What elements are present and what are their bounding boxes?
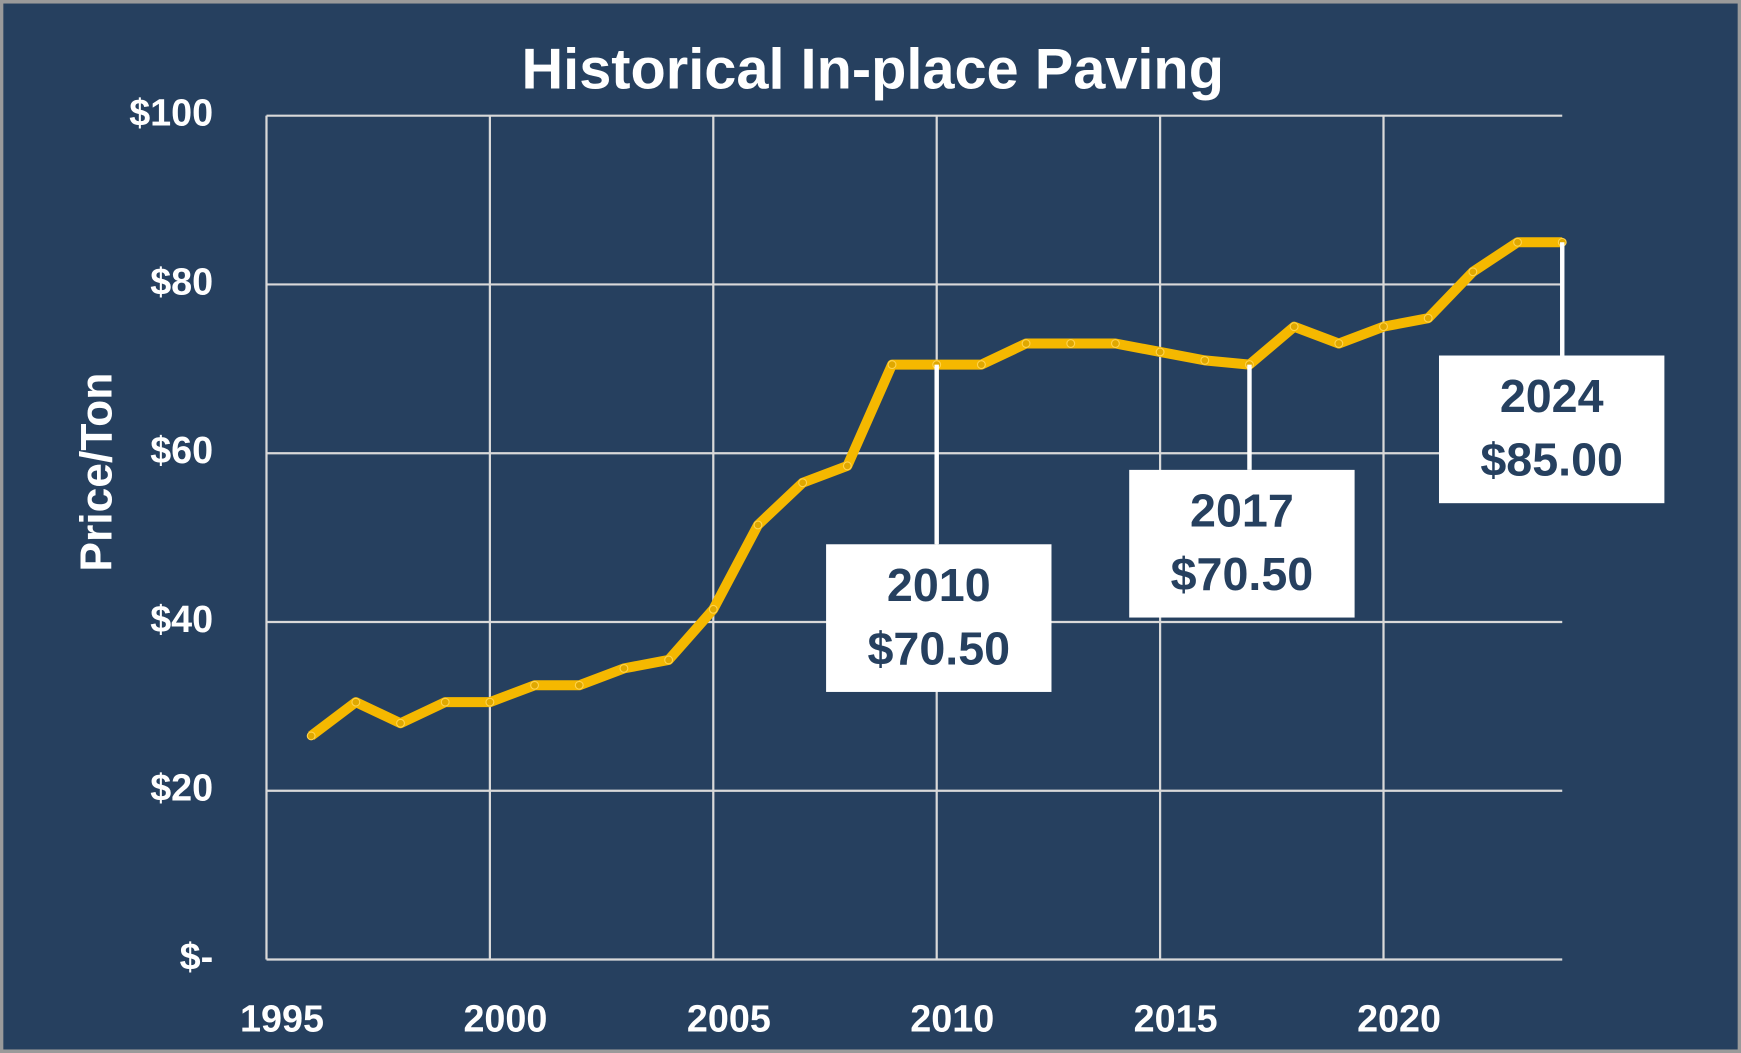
data-point bbox=[753, 520, 763, 530]
x-tick-label: 2020 bbox=[1357, 998, 1441, 1040]
y-axis-title: Price/Ton bbox=[73, 373, 122, 572]
data-point bbox=[619, 663, 629, 673]
data-point bbox=[976, 360, 986, 370]
y-tick-label: $60 bbox=[150, 429, 213, 471]
data-point bbox=[1021, 339, 1031, 348]
callout-box bbox=[1438, 355, 1665, 504]
y-tick-label: $40 bbox=[150, 598, 213, 640]
data-point bbox=[1066, 339, 1076, 348]
data-point bbox=[708, 604, 718, 614]
data-point bbox=[1289, 322, 1299, 332]
data-point bbox=[351, 697, 361, 707]
data-point bbox=[1200, 355, 1210, 365]
data-point bbox=[530, 680, 540, 690]
x-tick-label: 2015 bbox=[1134, 998, 1218, 1040]
data-point bbox=[664, 655, 674, 665]
data-point bbox=[1513, 237, 1522, 247]
data-point bbox=[887, 360, 897, 370]
callout-text: 2024 bbox=[1500, 370, 1604, 422]
x-tick-label: 2005 bbox=[687, 998, 771, 1040]
data-point bbox=[1334, 339, 1344, 348]
y-tick-label: $20 bbox=[150, 767, 213, 809]
data-point bbox=[440, 697, 450, 707]
callout-text: 2010 bbox=[887, 559, 991, 611]
y-tick-label: $100 bbox=[129, 92, 213, 134]
callout-text: $70.50 bbox=[867, 622, 1010, 674]
data-point bbox=[1155, 347, 1165, 357]
data-point bbox=[574, 680, 584, 690]
y-tick-label: $80 bbox=[150, 260, 213, 302]
callout-box bbox=[826, 544, 1052, 692]
data-point bbox=[485, 697, 495, 707]
data-point bbox=[798, 478, 808, 488]
data-point bbox=[396, 718, 405, 728]
callout-text: $85.00 bbox=[1480, 434, 1623, 486]
data-point bbox=[1423, 313, 1433, 323]
x-tick-label: 2000 bbox=[463, 998, 547, 1040]
y-tick-label: $- bbox=[180, 935, 214, 977]
data-point bbox=[1379, 322, 1388, 332]
data-point bbox=[306, 731, 316, 741]
callout-box bbox=[1129, 469, 1355, 618]
chart-title: Historical In-place Paving bbox=[521, 38, 1223, 102]
data-point bbox=[1110, 339, 1120, 348]
callout-text: 2017 bbox=[1190, 485, 1294, 537]
x-tick-label: 2010 bbox=[910, 998, 994, 1040]
callout-text: $70.50 bbox=[1171, 548, 1314, 600]
data-point bbox=[1468, 267, 1478, 277]
data-point bbox=[842, 461, 852, 471]
x-tick-label: 1995 bbox=[240, 998, 324, 1040]
